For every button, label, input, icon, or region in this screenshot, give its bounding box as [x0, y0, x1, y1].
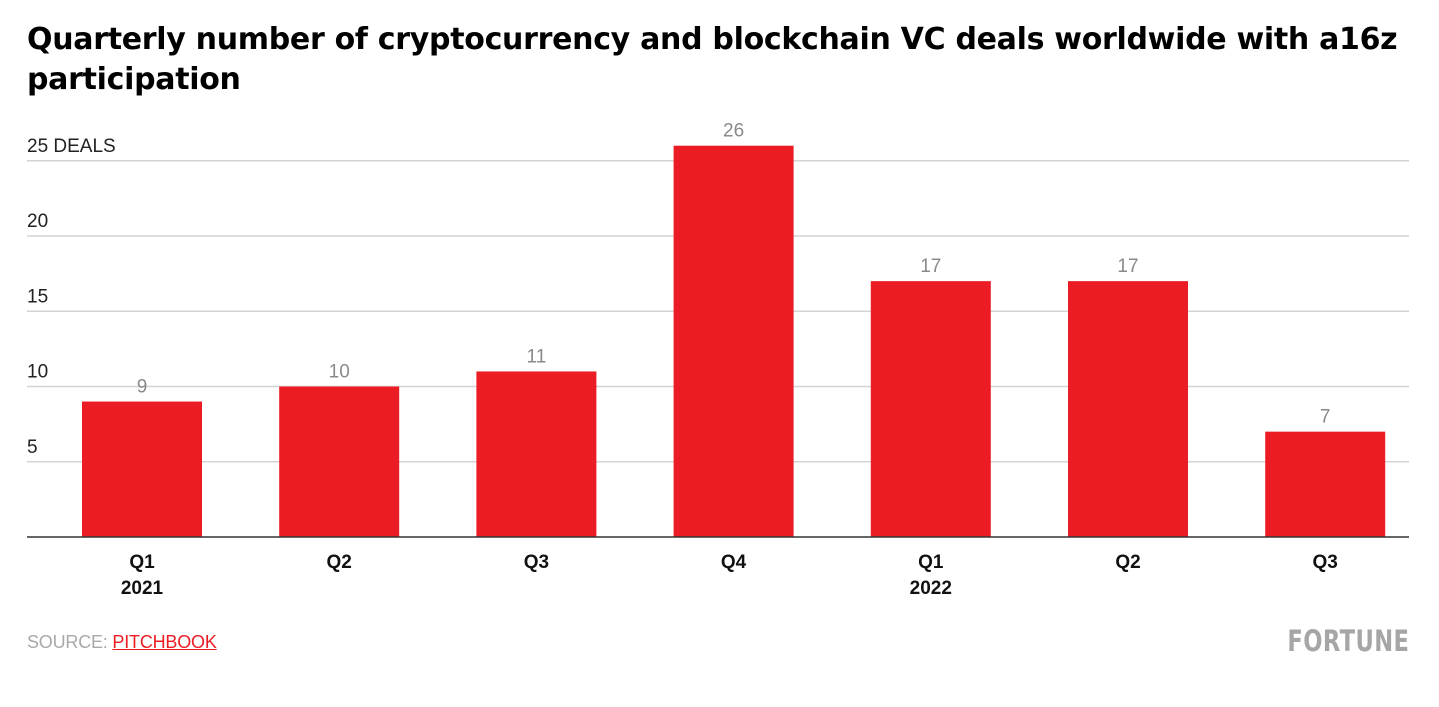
- y-tick-label: 25 DEALS: [27, 136, 116, 157]
- x-tick-quarter: Q4: [721, 552, 747, 573]
- value-label: 11: [527, 346, 547, 367]
- fortune-logo: FORTUNE: [1287, 624, 1409, 658]
- bar-q3-2021: [476, 371, 597, 537]
- x-tick-quarter: Q1: [918, 552, 944, 573]
- value-label: 7: [1320, 407, 1331, 428]
- bar-q1-2022: [870, 281, 991, 537]
- source-link[interactable]: PITCHBOOK: [112, 632, 217, 652]
- source-note: SOURCE: PITCHBOOK: [27, 632, 217, 653]
- value-label: 26: [723, 121, 744, 142]
- x-tick-year: 2021: [121, 578, 164, 599]
- value-label: 9: [137, 377, 148, 398]
- x-tick-quarter: Q2: [327, 552, 352, 573]
- bar-q2-2021: [279, 386, 400, 537]
- y-axis-ticks: 5 10 15 20 25 DEALS: [27, 136, 116, 458]
- y-tick-label: 15: [27, 286, 48, 307]
- bar-q2-2022: [1068, 281, 1188, 537]
- x-tick-quarter: Q1: [129, 552, 155, 573]
- y-tick-label: 10: [27, 362, 48, 383]
- y-tick-label: 5: [27, 437, 38, 458]
- x-tick-quarter: Q3: [524, 552, 549, 573]
- value-label: 10: [329, 362, 350, 383]
- x-tick-year: 2022: [910, 578, 952, 599]
- bar-q4-2021: [673, 145, 794, 537]
- chart-title: Quarterly number of cryptocurrency and b…: [27, 22, 1398, 97]
- value-label: 17: [920, 256, 941, 277]
- x-tick-quarter: Q3: [1313, 552, 1338, 573]
- value-labels: 9 10 11 26 17 17 7: [137, 121, 1331, 428]
- bar-q1-2021: [82, 401, 202, 537]
- bars: [82, 145, 1386, 537]
- source-prefix: SOURCE:: [27, 632, 113, 652]
- y-tick-label: 20: [27, 211, 48, 232]
- x-tick-quarter: Q2: [1115, 552, 1140, 573]
- x-axis-labels: Q1 2021 Q2 Q3 Q4 Q1 2022 Q2 Q3: [121, 552, 1338, 599]
- bar-q3-2022: [1265, 431, 1386, 537]
- value-label: 17: [1117, 256, 1138, 277]
